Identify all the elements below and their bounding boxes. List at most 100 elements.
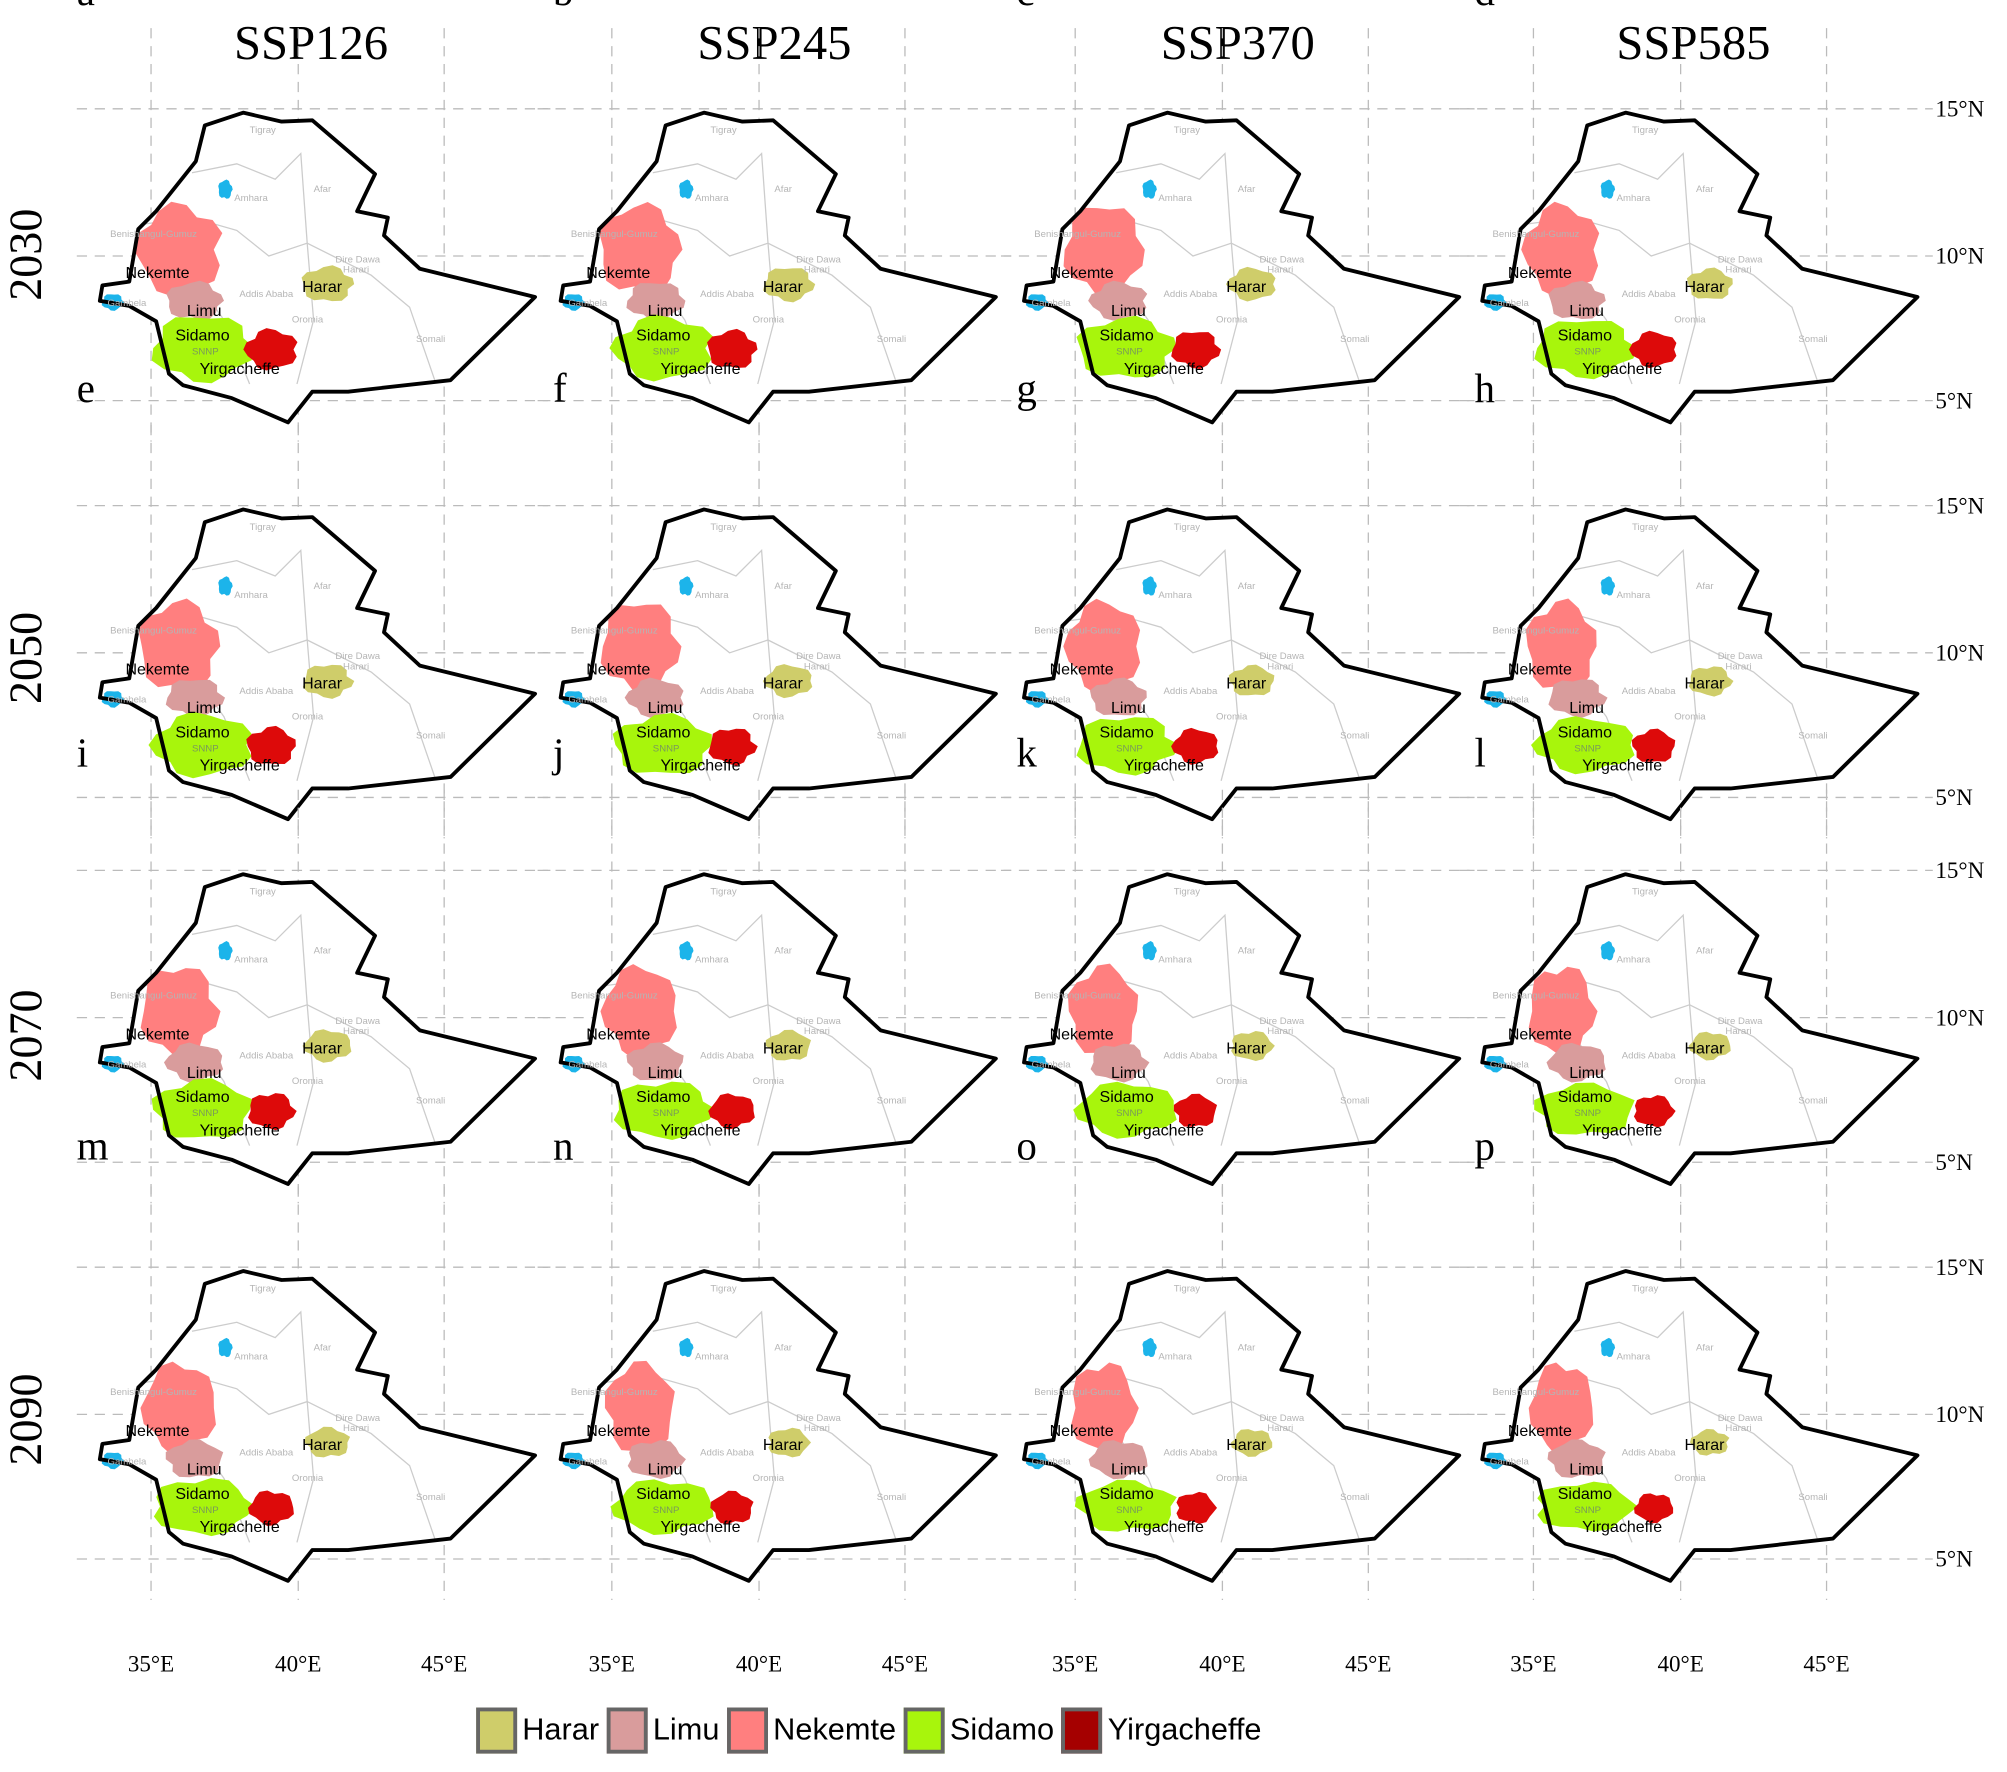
admin-boundary: [1116, 913, 1239, 1146]
admin-label: Benishangul-Gumuz: [571, 626, 658, 637]
map-svg: Tigray Amhara Afar Benishangul-Gumuz Addis A…: [1000, 789, 1475, 1204]
map-svg: Tigray Amhara Afar Benishangul-Gumuz Addis A…: [1459, 28, 1933, 442]
admin-label: Oromia: [753, 1076, 785, 1087]
region-label: Sidamo: [1558, 1486, 1612, 1503]
nekemte-area: [600, 964, 677, 1060]
admin-label: Tigray: [1174, 125, 1200, 136]
yirgacheffe-area: [1633, 1095, 1676, 1128]
longitude-label: 40°E: [275, 1651, 322, 1677]
admin-boundary: [1574, 913, 1697, 1146]
lake-tana: [679, 576, 694, 596]
region-label: Yirgacheffe: [1124, 1122, 1204, 1139]
region-label: Sidamo: [636, 327, 690, 344]
sidamo-area: [1534, 1082, 1635, 1135]
nekemte-area: [1528, 966, 1598, 1059]
admin-label: Somali: [416, 1492, 445, 1503]
admin-boundary: [1574, 152, 1697, 385]
region-label: Harar: [1684, 1437, 1725, 1454]
region-label: Harar: [763, 1040, 804, 1057]
nekemte-area: [1528, 1362, 1594, 1456]
admin-label: Harari: [804, 1026, 830, 1037]
region-label: Limu: [1111, 1065, 1146, 1082]
admin-label: Benishangul-Gumuz: [1034, 990, 1121, 1001]
country-outline: [97, 110, 537, 425]
region-label: Limu: [1111, 1462, 1146, 1479]
yirgacheffe-area: [1634, 1493, 1674, 1524]
longitude-label: 35°E: [127, 1651, 175, 1677]
harar-area: [1225, 266, 1276, 302]
legend-item-harar: Harar: [476, 1707, 599, 1754]
map-svg: Tigray Amhara Afar Benishangul-Gumuz Addis A…: [76, 789, 551, 1204]
admin-label: Harari: [1725, 265, 1751, 276]
admin-label: Afar: [314, 184, 332, 195]
region-label: Harar: [302, 279, 343, 296]
admin-label: Benishangul-Gumuz: [1034, 1387, 1121, 1398]
region-label: Nekemte: [125, 265, 189, 282]
admin-label: Addis Ababa: [700, 1447, 754, 1458]
panel-letter: k: [1016, 729, 1037, 776]
admin-label: Gambela: [108, 1456, 148, 1467]
legend-label: Sidamo: [949, 1712, 1055, 1748]
legend-swatch: [1061, 1707, 1103, 1754]
harar-area: [302, 664, 355, 699]
region-label: Sidamo: [175, 1089, 229, 1106]
yirgacheffe-area: [246, 725, 296, 765]
harar-area: [768, 1427, 812, 1458]
legend-item-limu: Limu: [606, 1707, 719, 1754]
admin-label: Harari: [1267, 1026, 1293, 1037]
column-header: SSP126: [233, 16, 389, 71]
admin-label: Addis Ababa: [1622, 1447, 1676, 1458]
admin-label: Gambela: [1490, 1060, 1530, 1071]
region-label: Yirgacheffe: [200, 1122, 280, 1139]
admin-label: Harari: [804, 661, 830, 672]
harar-area: [1689, 1428, 1730, 1456]
region-label: Sidamo: [175, 1486, 229, 1503]
map-svg: Tigray Amhara Afar Benishangul-Gumuz Addis A…: [537, 789, 1012, 1204]
admin-label: SNNP: [192, 347, 219, 358]
limu-area: [163, 1042, 224, 1083]
admin-boundary: [652, 1310, 776, 1543]
region-label: Yirgacheffe: [1582, 1519, 1662, 1536]
admin-label: SNNP: [1116, 1108, 1143, 1119]
admin-label: Harari: [343, 265, 369, 276]
map-svg: Tigray Amhara Afar Benishangul-Gumuz Addis A…: [537, 28, 1012, 442]
region-label: Harar: [763, 279, 804, 296]
lake-tana: [679, 941, 694, 961]
map-svg: Tigray Amhara Afar Benishangul-Gumuz Addis A…: [1000, 28, 1475, 442]
region-label: Nekemte: [125, 1026, 189, 1043]
region-label: Limu: [648, 1462, 683, 1479]
latitude-label: 15°N: [1935, 857, 1985, 884]
region-label: Yirgacheffe: [660, 758, 740, 775]
lake-tana: [1600, 576, 1616, 596]
region-label: Yirgacheffe: [660, 1122, 740, 1139]
admin-boundary: [191, 1310, 315, 1543]
nekemte-area: [1063, 598, 1141, 695]
panel-letter: b: [553, 0, 573, 15]
country-outline: [97, 872, 537, 1186]
region-label: Yirgacheffe: [200, 1519, 280, 1536]
region-label: Limu: [187, 700, 222, 717]
longitude-label: 40°E: [1199, 1651, 1246, 1677]
region-label: Harar: [302, 1040, 343, 1057]
admin-boundary: [1116, 152, 1239, 385]
panel-letter: f: [552, 364, 567, 411]
admin-label: Gambela: [108, 695, 148, 706]
nekemte-area: [1521, 201, 1600, 297]
latitude-label: 10°N: [1935, 640, 1985, 666]
admin-label: Harari: [1267, 1423, 1293, 1434]
admin-label: Benishangul-Gumuz: [1034, 626, 1121, 637]
admin-label: Oromia: [1674, 315, 1706, 326]
region-label: Limu: [1111, 700, 1146, 717]
admin-label: Amhara: [695, 1351, 729, 1362]
country-outline: [1022, 1269, 1462, 1583]
region-label: Limu: [1569, 303, 1604, 320]
limu-area: [1546, 1042, 1606, 1083]
admin-label: Amhara: [1158, 193, 1192, 204]
map-panel: Tigray Amhara Afar Benishangul-Gumuz Addis A…: [1382, 1123, 1933, 1601]
region-label: Yirgacheffe: [200, 361, 280, 378]
yirgacheffe-area: [1171, 727, 1219, 765]
admin-label: Harari: [1725, 661, 1751, 672]
admin-label: Harari: [343, 1026, 369, 1037]
admin-label: Oromia: [292, 315, 324, 326]
legend-swatch: [476, 1707, 518, 1754]
